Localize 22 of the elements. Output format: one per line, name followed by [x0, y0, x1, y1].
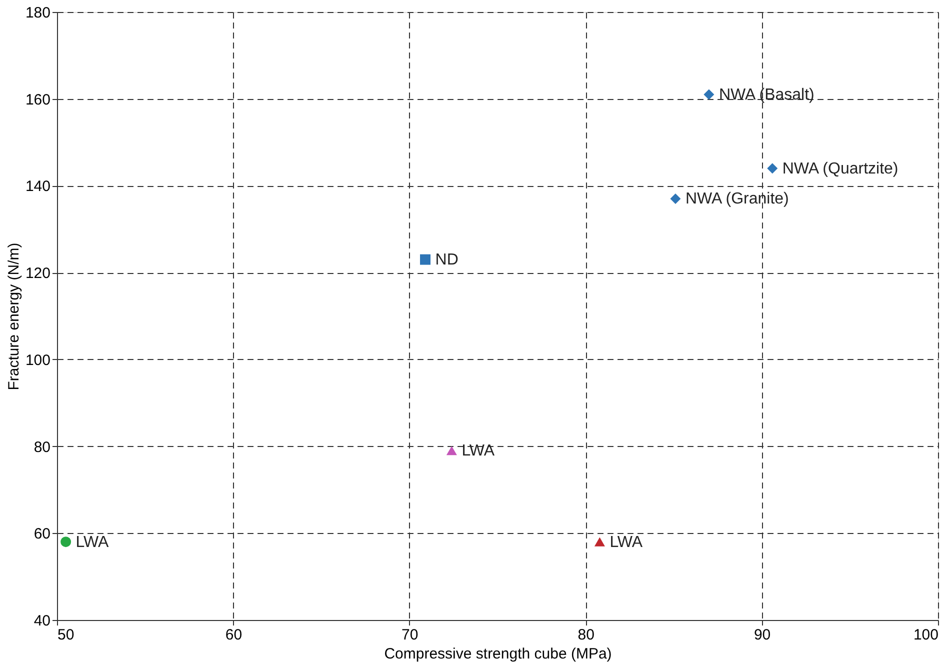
x-tick-label: 80 — [578, 626, 594, 644]
y-axis-title: Fracture energy (N/m) — [5, 242, 22, 390]
y-tick-label: 40 — [34, 612, 50, 630]
y-tick-label: 140 — [25, 178, 50, 196]
y-tick-label: 60 — [34, 526, 50, 543]
x-axis-title: Compressive strength cube (MPa) — [384, 646, 612, 662]
y-tick-label: 180 — [25, 4, 50, 22]
series-label: LWA — [76, 534, 110, 551]
y-tick-label: 80 — [34, 438, 50, 456]
series-label: ND — [435, 252, 458, 269]
series-label: LWA — [462, 442, 495, 460]
y-tick-label: 100 — [25, 352, 50, 369]
series-label: LWA — [610, 534, 643, 551]
x-tick-label: 70 — [402, 626, 418, 644]
x-tick-label: 90 — [754, 626, 771, 644]
x-tick-label: 60 — [225, 626, 242, 644]
y-tick-label: 160 — [25, 91, 50, 108]
y-tick-label: 120 — [25, 265, 50, 282]
series-label: NWA (Granite) — [685, 190, 789, 208]
series-label: NWA (Quartzite) — [782, 160, 898, 178]
x-tick-label: 50 — [58, 626, 74, 644]
x-tick-label: 100 — [913, 626, 938, 644]
